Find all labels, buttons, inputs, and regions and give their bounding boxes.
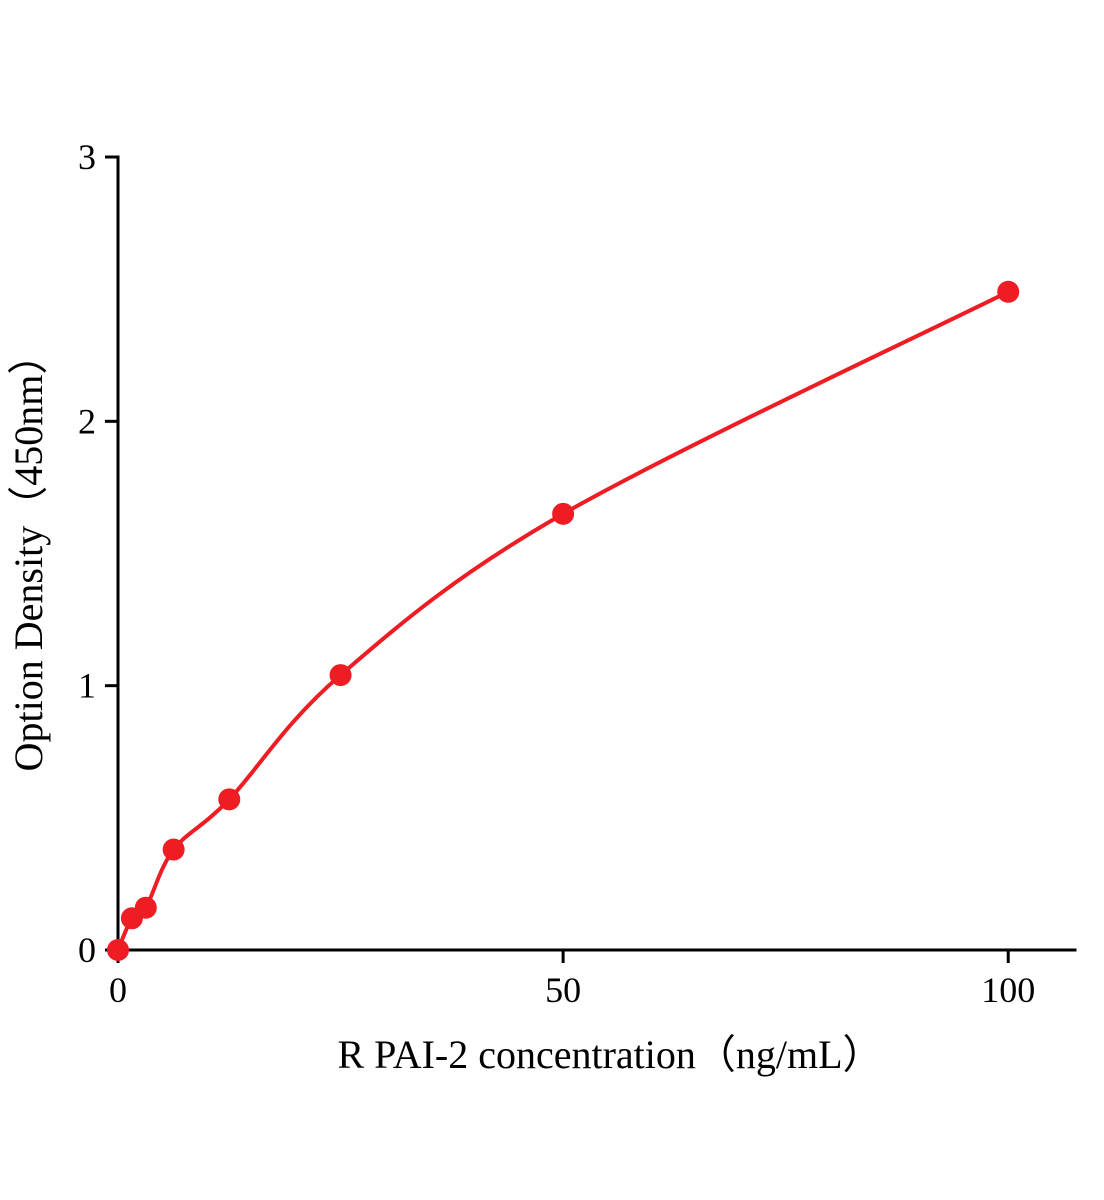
y-tick-label: 2 <box>78 401 96 441</box>
y-tick-label: 0 <box>78 930 96 970</box>
plot-layer <box>107 280 1020 961</box>
data-point-marker <box>552 502 575 525</box>
y-tick-label: 3 <box>78 137 96 177</box>
data-point-marker <box>134 896 157 919</box>
y-axis-label: Option Density（450nm） <box>6 335 51 772</box>
standard-curve-line <box>116 289 1011 952</box>
data-point-marker <box>107 939 129 961</box>
data-point-marker <box>162 838 185 861</box>
data-point-marker <box>997 280 1020 303</box>
data-point-marker <box>218 788 241 811</box>
axes-layer <box>116 155 1077 952</box>
x-axis-label: R PAI-2 concentration（ng/mL） <box>337 1032 882 1077</box>
axis-lines <box>116 155 1077 952</box>
ticks-layer: 0 50 100 0 1 2 3 <box>78 137 1035 1010</box>
x-tick-label: 100 <box>981 970 1035 1010</box>
x-tick-label: 50 <box>545 970 581 1010</box>
data-point-marker <box>329 664 352 687</box>
x-tick-label: 0 <box>109 970 127 1010</box>
y-tick-label: 1 <box>78 666 96 706</box>
